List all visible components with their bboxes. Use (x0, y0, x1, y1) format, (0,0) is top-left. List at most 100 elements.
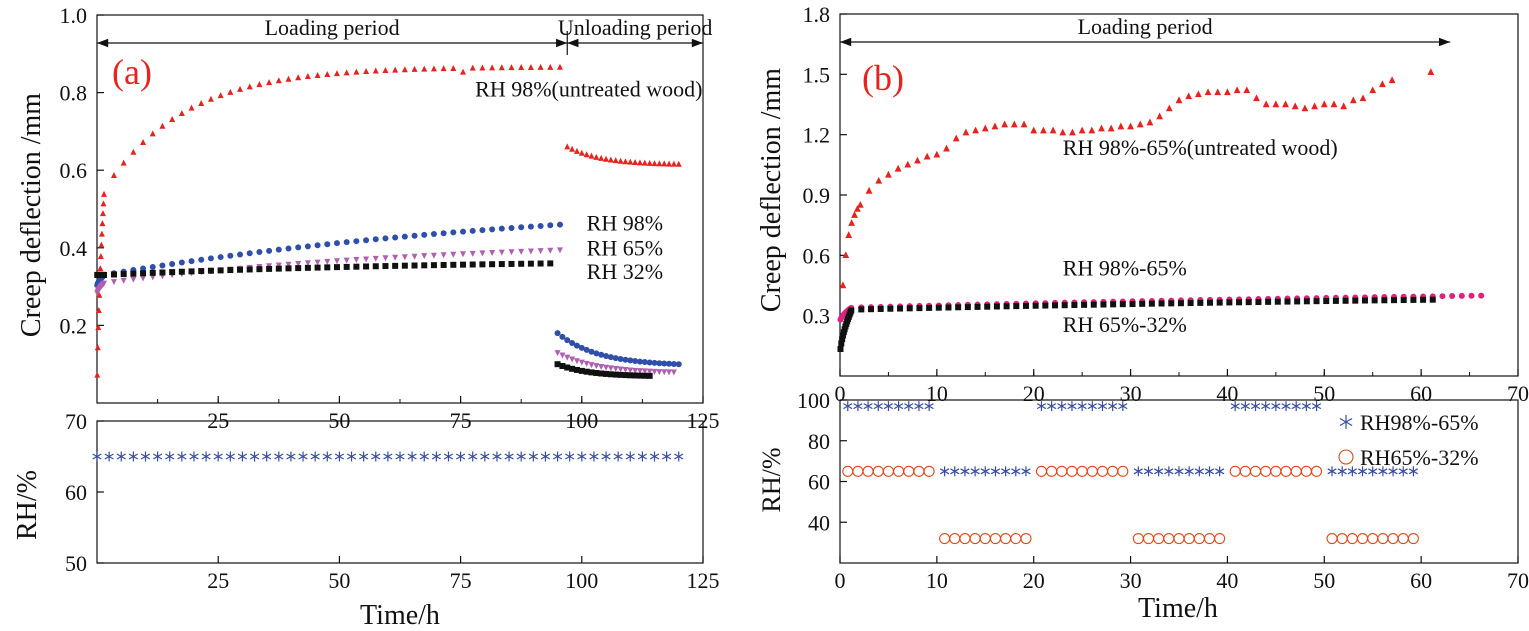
a-rh-series-0-point (334, 451, 345, 462)
a-series-1-point (217, 254, 224, 261)
a-series-1-point (632, 358, 639, 365)
a-series-1-point (372, 236, 379, 243)
a-series-0-point (256, 81, 263, 88)
a-series-2-point (343, 257, 350, 264)
a-rh-series-0-point (165, 451, 175, 462)
a-series-2-point (450, 251, 457, 258)
a-series-0-point (99, 220, 106, 227)
b-ytick-label: 0.6 (803, 243, 831, 268)
b-rh-series-1-point (1387, 532, 1399, 545)
a-series-2-point (411, 253, 418, 260)
b-series-2-point (1284, 298, 1291, 305)
a-series-2-point (314, 259, 321, 266)
b-rh-series-1-point (1086, 465, 1098, 477)
b-series-0-point (1214, 88, 1222, 96)
a-series-0-point (304, 73, 311, 80)
b-rh-series-1-point (969, 532, 981, 545)
b-series-0-point (1379, 80, 1386, 88)
b-series-0-point (1320, 100, 1328, 108)
a-series-2-point (469, 250, 476, 257)
b-series-0-point (1243, 86, 1251, 94)
b-rh-series-0-point (1067, 401, 1077, 412)
a-series-1-point (440, 230, 447, 237)
a-series-3-point (314, 264, 321, 271)
b-rh-series-0-point (1143, 466, 1154, 477)
b-series-0-point (1301, 104, 1309, 112)
a-annotation: RH 65% (587, 236, 663, 261)
b-series-2-point (1158, 300, 1165, 307)
b-rh-series-1-point (852, 465, 864, 477)
b-rh-xtick-label: 20 (1023, 568, 1045, 593)
a-series-0-point (578, 149, 585, 156)
b-series-2-point (1216, 299, 1223, 306)
a-series-2-point (353, 257, 360, 264)
a-series-1-point (411, 232, 418, 239)
b-series-0-point (1069, 128, 1076, 136)
a-series-0-point (333, 70, 340, 77)
a-series-0-point (622, 158, 629, 165)
a-series-2-point (382, 255, 389, 262)
b-rh-series-0-point (1133, 466, 1143, 477)
a-series-3-point (598, 370, 605, 377)
a-series-0-point (285, 75, 292, 82)
a-series-0-point (110, 172, 117, 179)
b-series-0-point (1001, 120, 1009, 128)
a-series-3 (94, 260, 653, 379)
b-series-0-point (1107, 124, 1115, 132)
a-series-2-point (489, 250, 496, 257)
a-series-1-point (246, 250, 253, 257)
a-series-0-point (94, 371, 101, 378)
b-series-0-point (848, 219, 856, 226)
b-series-0-point (894, 164, 902, 172)
a-series-3-point (343, 263, 350, 270)
a-series-0-point (651, 160, 658, 167)
a-series-2-point (573, 358, 580, 365)
a-rh-series-0-point (395, 451, 405, 462)
a-series-2-point (641, 368, 648, 375)
a-series-0-point (100, 200, 107, 207)
a-series-2-point (612, 366, 619, 373)
b-rh-series-0-point (1301, 401, 1311, 412)
b-series-2-point (887, 305, 894, 312)
b-annotation: RH 98%-65%(untreated wood) (1063, 135, 1338, 160)
a-series-0-point (675, 160, 682, 167)
a-series-2-point (656, 369, 663, 376)
a-series-2-point (392, 254, 399, 261)
b-series-2-point (906, 305, 913, 312)
a-series-3-point (564, 364, 571, 371)
a-series-0-point (207, 95, 214, 102)
b-rh-series-1-point (1183, 532, 1195, 545)
b-rh-series-0-point (1250, 401, 1261, 412)
b-series-0-point (1059, 128, 1067, 136)
a-series-1-point (537, 222, 544, 229)
a-rh-series-0-point (383, 451, 393, 462)
b-series-0-point (1291, 102, 1299, 110)
b-rh-series-0-point (843, 401, 853, 412)
b-rh-series-0-point (1021, 466, 1031, 477)
a-series-0-point (593, 153, 600, 160)
a-series-2-point (498, 249, 505, 256)
b-series-0-point (842, 251, 850, 259)
a-series-2-point (440, 252, 447, 259)
b-series-2-point (1139, 300, 1146, 307)
panel-a-ylabel: Creep deflection /mm (16, 93, 47, 337)
b-rh-series-0-point (1057, 401, 1067, 412)
a-rh-series-0-point (128, 451, 138, 462)
b-series-2-point (1129, 301, 1136, 308)
a-series-0-point (598, 154, 605, 161)
a-series-1-point (304, 243, 311, 250)
a-series-2-point (120, 277, 127, 284)
b-legend-marker (1339, 415, 1353, 429)
b-rh-series-1-point (1035, 465, 1048, 477)
a-series-3-point (217, 267, 224, 274)
b-series-2-point (1410, 296, 1417, 303)
a-series-0-point (440, 65, 447, 72)
a-rh-xtick-label: 75 (450, 568, 472, 593)
b-rh-series-0-point (1047, 401, 1057, 412)
b-rh-series-0-point (924, 401, 934, 412)
a-series-2-point (588, 362, 595, 369)
a-series-3-point (285, 265, 292, 272)
a-series-0-point (489, 64, 496, 71)
a-series-0-point (343, 69, 350, 76)
a-rh-ytick-label: 60 (65, 480, 87, 505)
